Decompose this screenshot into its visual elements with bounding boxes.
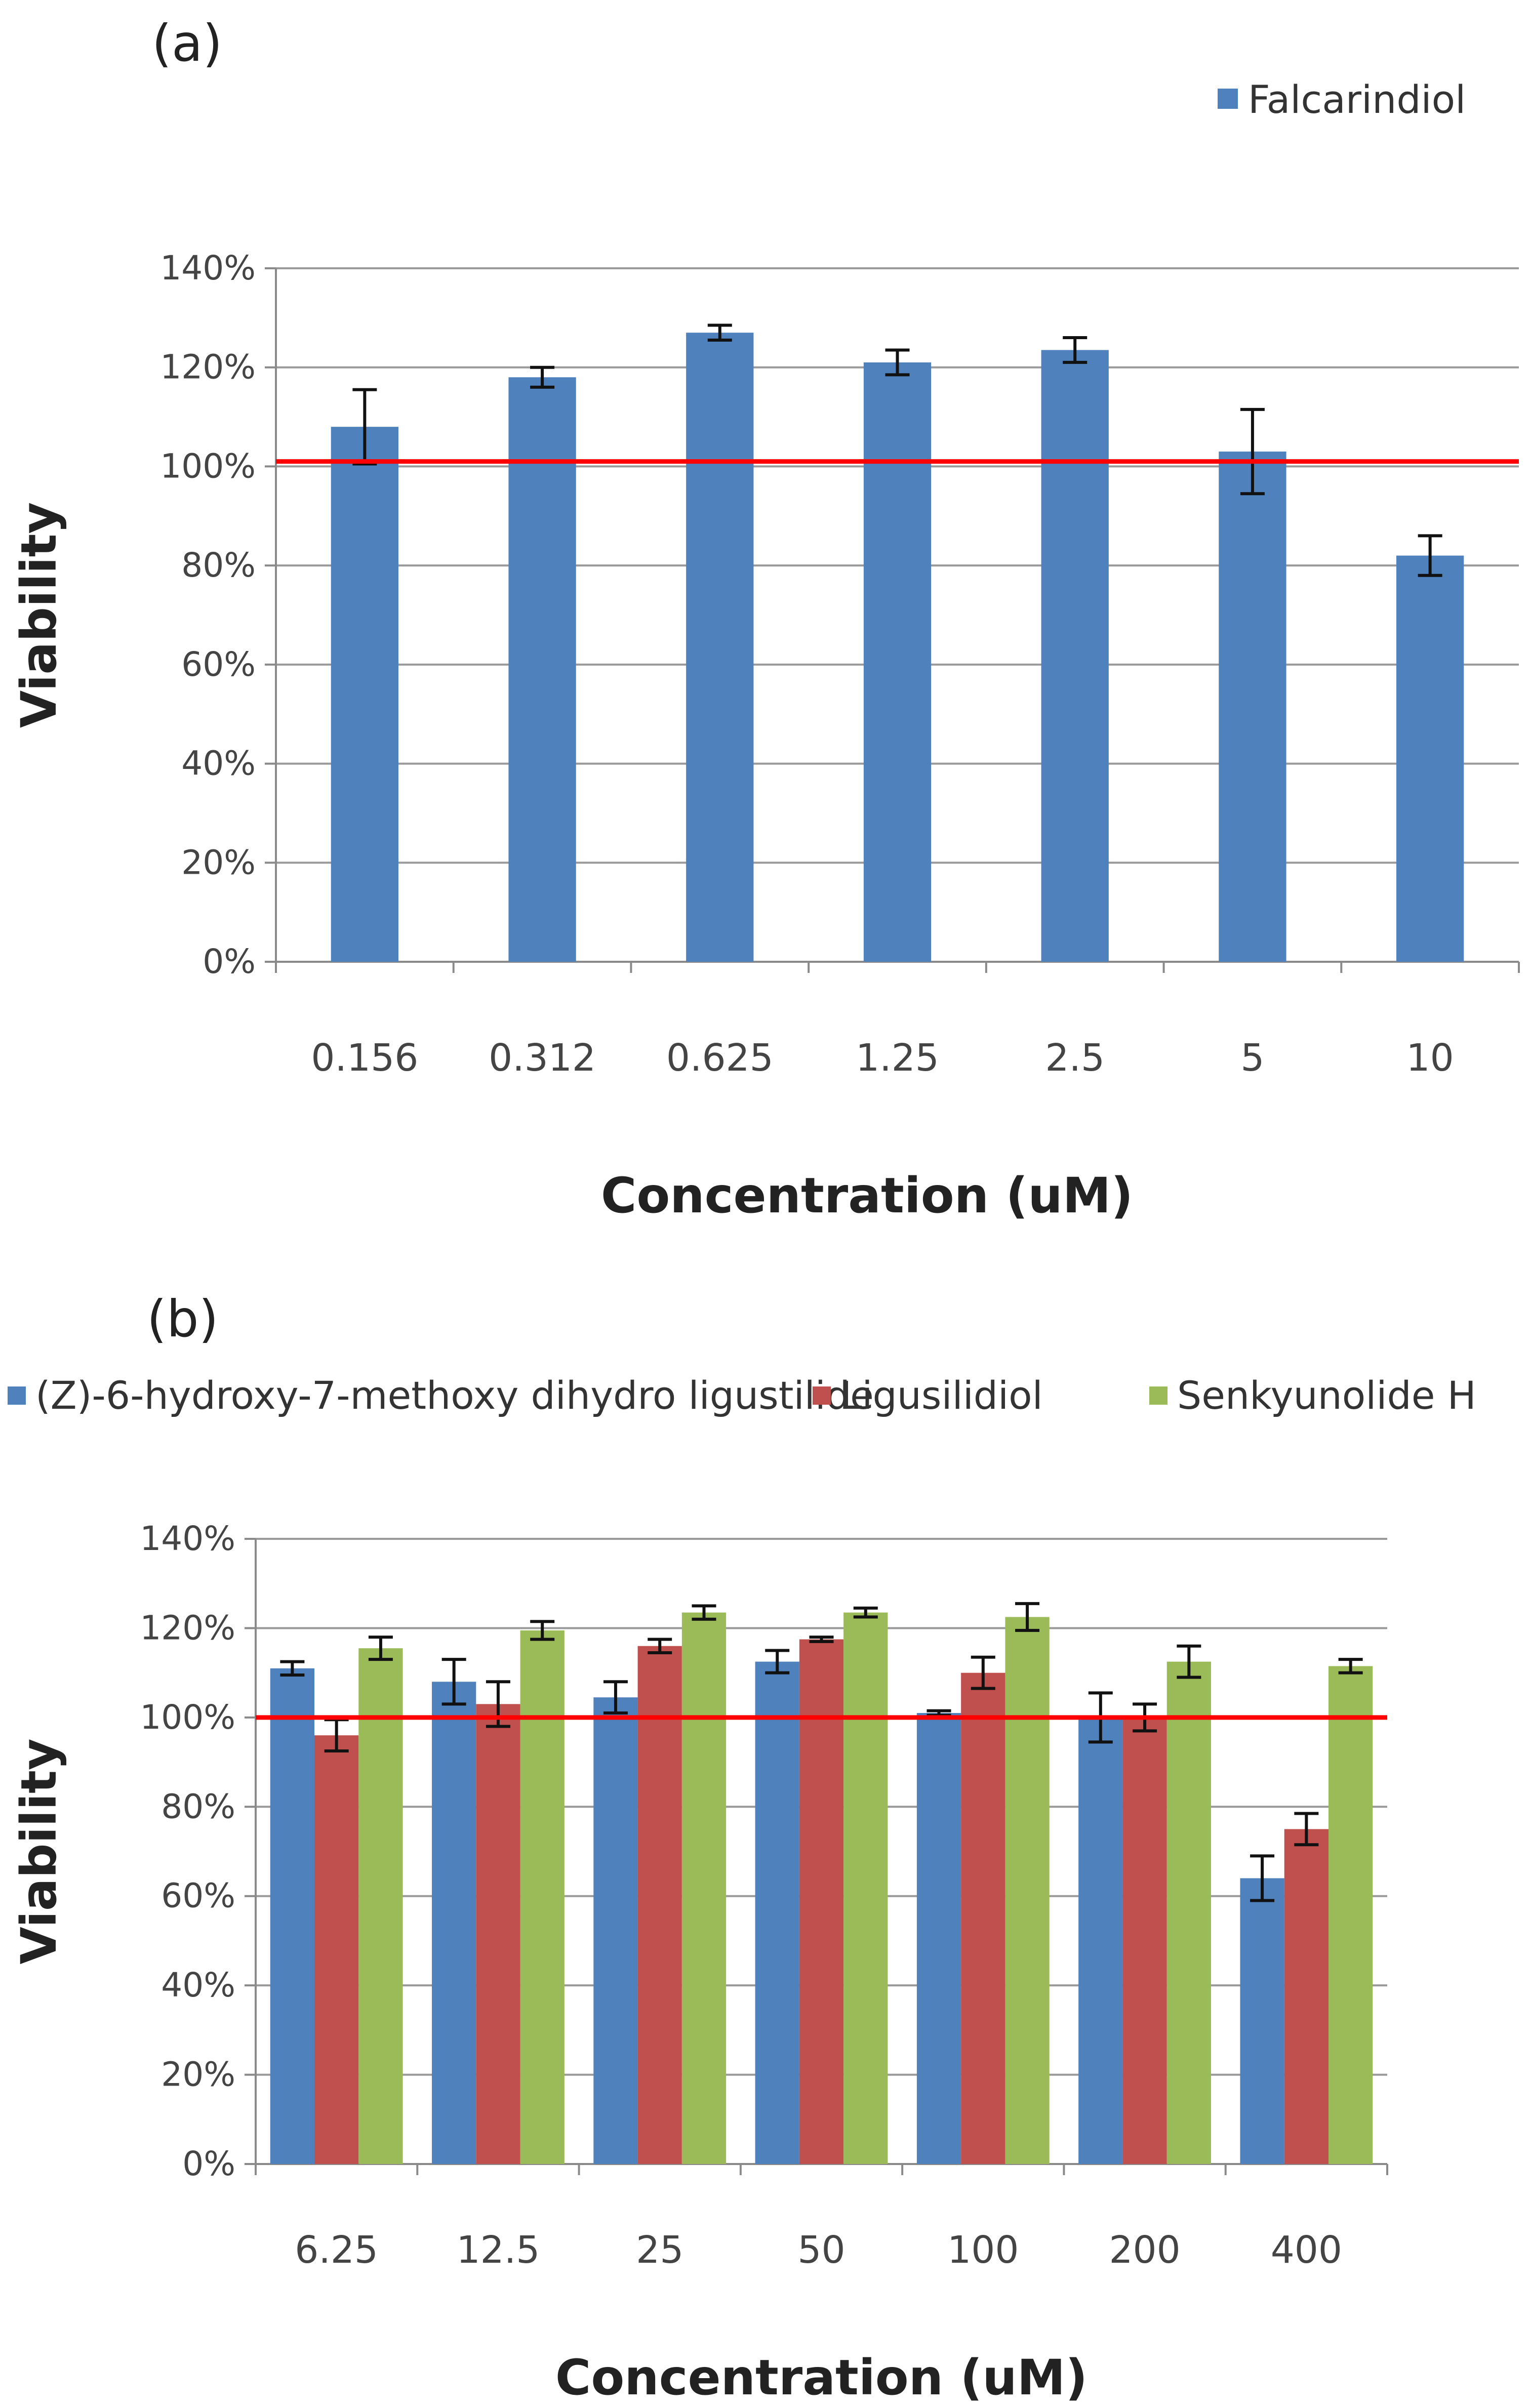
y-tick-label: 40% bbox=[161, 1966, 235, 2005]
x-tick-label: 0.625 bbox=[666, 1036, 774, 1080]
y-tick-label: 140% bbox=[160, 249, 256, 288]
bar bbox=[637, 1646, 682, 2164]
bar bbox=[270, 1668, 315, 2164]
legend-swatch bbox=[1218, 89, 1238, 109]
y-tick-label: 0% bbox=[203, 942, 256, 981]
bar bbox=[1078, 1717, 1123, 2164]
y-tick-label: 20% bbox=[161, 2055, 235, 2094]
x-axis-title: Concentration (uM) bbox=[601, 1167, 1133, 1224]
bar bbox=[681, 1612, 727, 2164]
y-tick-label: 20% bbox=[181, 843, 256, 882]
x-tick-label: 6.25 bbox=[295, 2228, 378, 2272]
x-tick-label: 200 bbox=[1109, 2228, 1180, 2272]
x-tick-label: 5 bbox=[1240, 1036, 1264, 1080]
x-tick-label: 25 bbox=[636, 2228, 683, 2272]
y-tick-label: 120% bbox=[160, 348, 256, 387]
bar bbox=[1240, 1878, 1284, 2164]
y-axis-title: Viability bbox=[11, 502, 67, 728]
y-axis-title: Viability bbox=[11, 1738, 67, 1964]
legend-label: Falcarindiol bbox=[1248, 77, 1466, 122]
y-tick-label: 80% bbox=[181, 546, 256, 585]
bar bbox=[916, 1713, 961, 2164]
panel-label: (a) bbox=[152, 14, 222, 73]
legend-swatch bbox=[1149, 1386, 1167, 1405]
bar bbox=[1041, 350, 1109, 962]
chart-panel-1: (a) 0% 20% 40% 60% 80% 100% 120% 140% 0.156 0.312 0… bbox=[11, 14, 1520, 1224]
x-tick-label: 400 bbox=[1271, 2228, 1342, 2272]
bar bbox=[1219, 452, 1286, 962]
bar bbox=[358, 1648, 403, 2164]
bar bbox=[686, 333, 754, 962]
x-tick-label: 1.25 bbox=[856, 1036, 939, 1080]
bar bbox=[961, 1672, 1005, 2164]
y-tick-label: 120% bbox=[140, 1608, 235, 1647]
y-tick-label: 80% bbox=[161, 1787, 235, 1826]
x-axis-title: Concentration (uM) bbox=[555, 2349, 1088, 2406]
bar bbox=[755, 1661, 799, 2164]
bar bbox=[1284, 1829, 1328, 2164]
x-tick-label: 12.5 bbox=[457, 2228, 540, 2272]
bar bbox=[331, 427, 398, 962]
legend-swatch bbox=[813, 1386, 831, 1405]
x-tick-label: 2.5 bbox=[1045, 1036, 1105, 1080]
bar bbox=[593, 1697, 638, 2164]
y-tick-label: 60% bbox=[161, 1876, 235, 1915]
bar bbox=[432, 1682, 476, 2164]
x-tick-label: 0.156 bbox=[311, 1036, 418, 1080]
bar bbox=[843, 1612, 888, 2164]
y-tick-label: 100% bbox=[160, 446, 256, 485]
legend-swatch bbox=[8, 1386, 26, 1405]
x-tick-label: 0.312 bbox=[489, 1036, 596, 1080]
bar bbox=[1328, 1666, 1373, 2164]
chart-panel-2: (b) 0% 20% 40% 60% 80% 100% 120% 140% 6.25 12.5 25 5… bbox=[8, 1289, 1476, 2406]
bar bbox=[1122, 1717, 1167, 2164]
x-tick-label: 50 bbox=[797, 2228, 845, 2272]
x-tick-label: 100 bbox=[947, 2228, 1019, 2272]
bar bbox=[508, 377, 576, 962]
legend-label: (Z)-6-hydroxy-7-methoxy dihydro ligustil… bbox=[35, 1373, 874, 1418]
bar bbox=[1005, 1617, 1050, 2164]
legend: Falcarindiol bbox=[1218, 77, 1466, 122]
bar bbox=[314, 1735, 359, 2164]
bar bbox=[1166, 1661, 1211, 2164]
panel-label: (b) bbox=[147, 1289, 219, 1349]
legend-label: Ligusilidiol bbox=[840, 1373, 1043, 1418]
y-tick-label: 140% bbox=[140, 1519, 235, 1558]
y-tick-label: 40% bbox=[181, 744, 256, 783]
y-tick-label: 100% bbox=[140, 1698, 235, 1737]
bar bbox=[1396, 555, 1464, 962]
y-tick-label: 60% bbox=[181, 645, 256, 684]
bar bbox=[520, 1630, 565, 2164]
bar bbox=[799, 1639, 844, 2164]
legend-label: Senkyunolide H bbox=[1177, 1373, 1476, 1418]
legend: (Z)-6-hydroxy-7-methoxy dihydro ligustil… bbox=[8, 1373, 1476, 1418]
bar bbox=[863, 362, 932, 962]
bar bbox=[476, 1704, 520, 2164]
x-tick-label: 10 bbox=[1406, 1036, 1454, 1080]
y-tick-label: 0% bbox=[182, 2144, 235, 2183]
